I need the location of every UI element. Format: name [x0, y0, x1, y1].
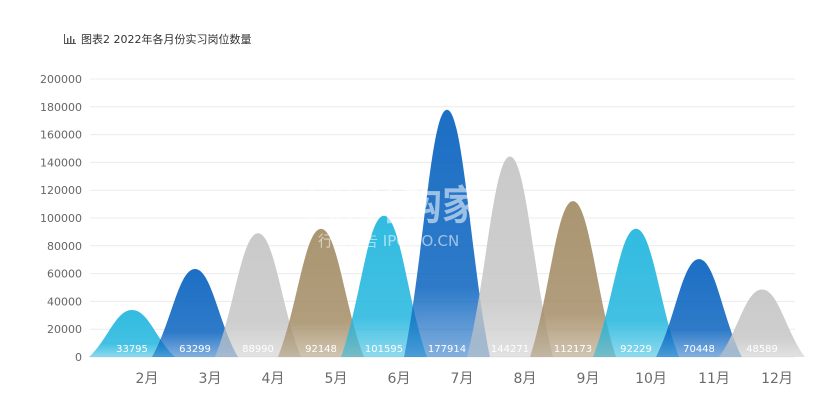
y-tick-label: 200000 [40, 73, 82, 86]
y-tick-label: 60000 [47, 268, 82, 281]
y-tick-label: 140000 [40, 156, 82, 169]
peak-4月 [215, 233, 301, 357]
y-tick-label: 80000 [47, 240, 82, 253]
y-tick-label: 40000 [47, 295, 82, 308]
x-tick-label: 11月 [698, 371, 730, 387]
x-tick-label: 5月 [325, 371, 348, 387]
peak-9月 [530, 201, 616, 357]
data-label: 48589 [746, 344, 778, 355]
peaks [89, 109, 805, 357]
x-axis-ticks: 2月 3月 4月 5月 6月 7月 8月 9月 10月 11月 12月 [136, 371, 793, 387]
data-label: 92229 [620, 344, 652, 355]
watermark-logo-icon [306, 173, 356, 224]
peak-12月 [719, 289, 805, 357]
watermark-brand: 并购家 [362, 183, 482, 229]
watermark-tagline: 行业报告 IPOIPO.CN [318, 232, 459, 250]
x-tick-label: 4月 [262, 371, 285, 387]
data-label: 92148 [305, 344, 337, 355]
x-tick-label: 7月 [451, 371, 474, 387]
peak-2月 [89, 310, 175, 357]
peak-3月 [152, 269, 238, 357]
y-tick-label: 0 [75, 351, 82, 364]
x-tick-label: 10月 [635, 371, 667, 387]
data-label: 101595 [365, 344, 403, 355]
y-axis-ticks: 0 20000 40000 60000 80000 100000 120000 140000 1… [40, 73, 82, 364]
data-label: 33795 [116, 344, 148, 355]
x-tick-label: 12月 [761, 371, 793, 387]
x-tick-label: 9月 [577, 371, 600, 387]
chart-title-group: 图表2 2022年各月份实习岗位数量 [64, 31, 252, 47]
chart-title: 图表2 2022年各月份实习岗位数量 [81, 33, 252, 46]
data-label: 63299 [179, 344, 211, 355]
y-tick-label: 100000 [40, 212, 82, 225]
peak-8月 [467, 156, 553, 357]
y-tick-label: 180000 [40, 101, 82, 114]
data-label: 112173 [554, 344, 592, 355]
data-label: 70448 [683, 344, 715, 355]
peak-10月 [593, 228, 679, 357]
y-tick-label: 20000 [47, 323, 82, 336]
data-label: 144271 [491, 344, 529, 355]
peak-6月 [341, 215, 427, 357]
y-tick-label: 120000 [40, 184, 82, 197]
y-tick-label: 160000 [40, 129, 82, 142]
x-tick-label: 6月 [388, 371, 411, 387]
x-tick-label: 3月 [199, 371, 222, 387]
x-tick-label: 2月 [136, 371, 159, 387]
peak-7月 [404, 109, 490, 357]
data-label: 177914 [428, 344, 466, 355]
data-labels: 33795 63299 88990 92148 101595 177914 144271 11… [116, 344, 778, 355]
data-label: 88990 [242, 344, 274, 355]
bar-chart-icon [64, 34, 76, 44]
x-tick-label: 8月 [514, 371, 537, 387]
peak-5月 [278, 228, 364, 357]
peak-11月 [656, 259, 742, 357]
